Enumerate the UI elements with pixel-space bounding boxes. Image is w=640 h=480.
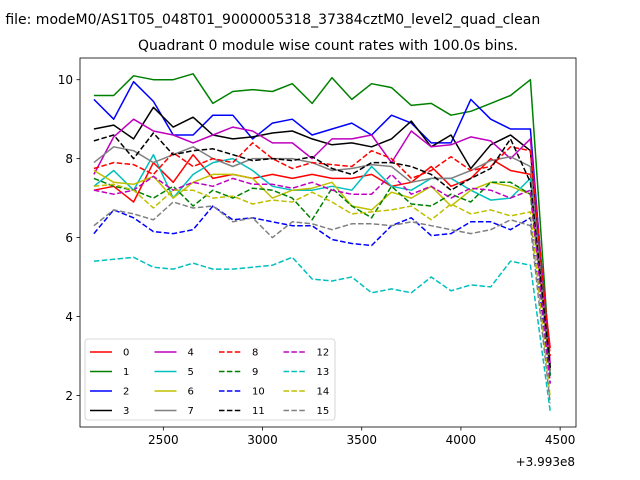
- series-line-9: [93, 177, 551, 376]
- x-tick-label: 4500: [545, 433, 576, 447]
- legend-label-14: 14: [317, 387, 330, 398]
- series-line-2: [93, 80, 551, 376]
- legend-label-2: 2: [123, 387, 129, 398]
- x-tick-label: 3500: [346, 433, 377, 447]
- y-tick-label: 4: [65, 310, 73, 324]
- legend-label-11: 11: [252, 406, 265, 417]
- legend-label-0: 0: [123, 348, 129, 359]
- legend-label-6: 6: [188, 387, 194, 398]
- legend-label-7: 7: [188, 406, 194, 417]
- legend-label-15: 15: [317, 406, 330, 417]
- legend-label-12: 12: [317, 348, 330, 359]
- legend-box: [84, 338, 336, 421]
- x-tick-label: 2500: [148, 433, 179, 447]
- legend-label-3: 3: [123, 406, 129, 417]
- x-tick-label: 3000: [247, 433, 278, 447]
- x-tick-label: 4000: [446, 433, 477, 447]
- legend-label-1: 1: [123, 367, 129, 378]
- chart-title: Quadrant 0 module wise count rates with …: [138, 38, 518, 54]
- series-line-3: [93, 106, 551, 372]
- legend-label-4: 4: [188, 348, 194, 359]
- x-offset-label: +3.993e8: [516, 455, 575, 469]
- y-tick-label: 8: [65, 152, 73, 166]
- y-tick-label: 6: [65, 231, 73, 245]
- series-line-14: [93, 183, 551, 398]
- y-tick-label: 2: [65, 389, 73, 403]
- series-line-11: [93, 132, 551, 368]
- series-line-15: [93, 201, 551, 404]
- figure-suptitle: n file: modeM0/AS1T05_048T01_9000005318_…: [0, 12, 540, 28]
- series-line-10: [93, 205, 551, 384]
- y-tick-label: 10: [58, 73, 73, 87]
- series-lines: [93, 73, 551, 412]
- series-line-1: [93, 73, 551, 368]
- plot-frame: [79, 57, 577, 428]
- series-line-12: [93, 173, 551, 384]
- legend-label-13: 13: [317, 367, 330, 378]
- series-line-13: [93, 256, 551, 412]
- legend-label-10: 10: [252, 387, 265, 398]
- series-line-4: [93, 118, 551, 364]
- legend-label-8: 8: [252, 348, 258, 359]
- series-line-5: [93, 153, 551, 376]
- legend-label-9: 9: [252, 367, 258, 378]
- series-line-8: [93, 142, 551, 357]
- legend-label-5: 5: [188, 367, 194, 378]
- series-line-0: [93, 153, 551, 349]
